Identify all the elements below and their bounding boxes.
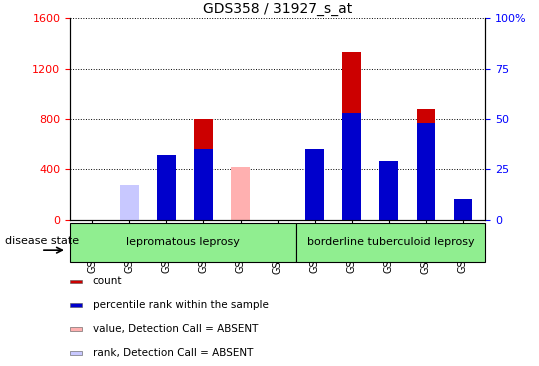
Bar xyxy=(417,123,435,220)
Bar xyxy=(454,199,472,220)
Bar xyxy=(120,185,139,220)
Bar xyxy=(157,160,176,220)
Bar xyxy=(194,119,213,220)
Bar xyxy=(306,153,324,220)
Bar xyxy=(296,223,485,262)
Bar xyxy=(342,52,361,220)
Bar xyxy=(231,167,250,220)
Text: rank, Detection Call = ABSENT: rank, Detection Call = ABSENT xyxy=(93,348,253,358)
Bar xyxy=(120,194,139,220)
Bar xyxy=(157,155,176,220)
Text: value, Detection Call = ABSENT: value, Detection Call = ABSENT xyxy=(93,324,258,334)
Bar xyxy=(70,327,82,331)
Text: count: count xyxy=(93,276,122,287)
Text: borderline tuberculoid leprosy: borderline tuberculoid leprosy xyxy=(307,238,474,247)
Text: lepromatous leprosy: lepromatous leprosy xyxy=(126,238,240,247)
Bar xyxy=(194,149,213,220)
Bar xyxy=(342,113,361,220)
Bar xyxy=(70,223,296,262)
Bar xyxy=(454,207,472,220)
Bar xyxy=(379,163,398,220)
Bar xyxy=(70,280,82,283)
Title: GDS358 / 31927_s_at: GDS358 / 31927_s_at xyxy=(203,2,352,16)
Bar xyxy=(306,149,324,220)
Text: disease state: disease state xyxy=(5,236,80,246)
Text: percentile rank within the sample: percentile rank within the sample xyxy=(93,300,268,310)
Bar xyxy=(70,351,82,355)
Bar xyxy=(417,109,435,220)
Bar xyxy=(379,161,398,220)
Bar xyxy=(70,303,82,307)
